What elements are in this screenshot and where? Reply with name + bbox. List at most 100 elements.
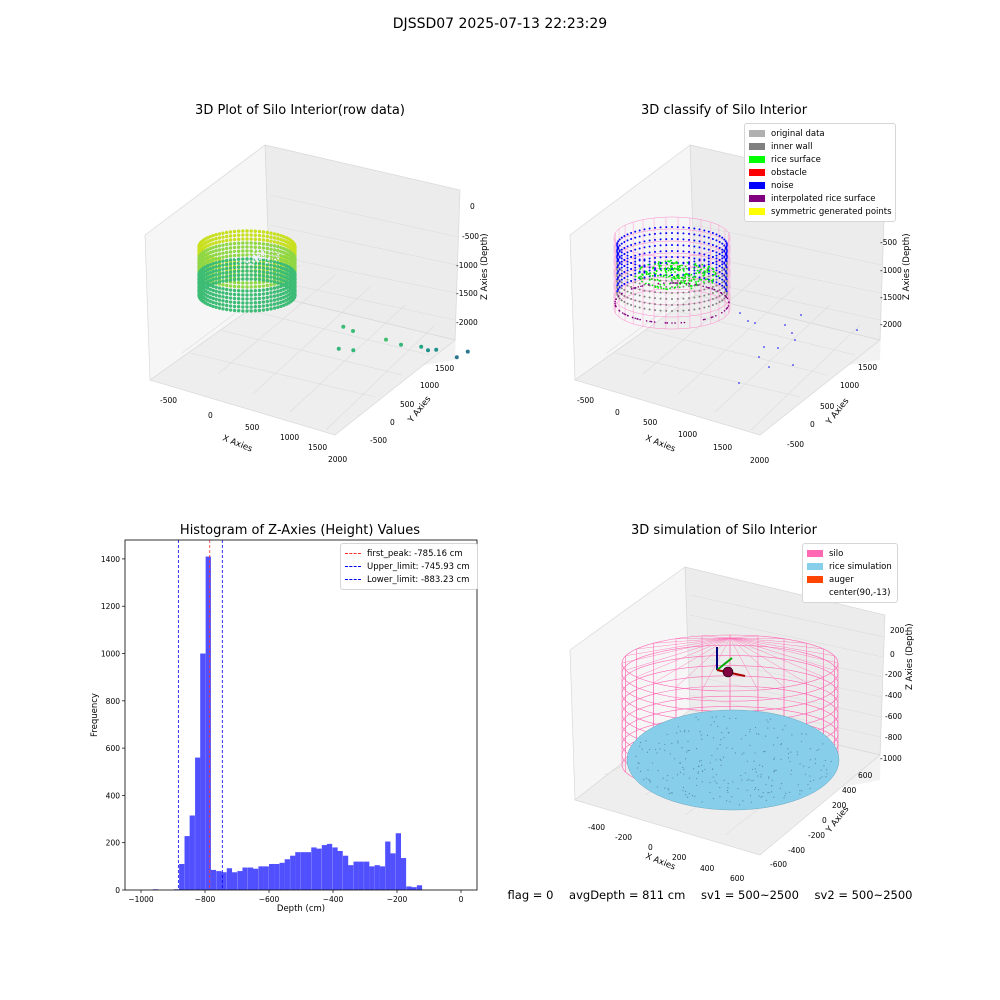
classified-point	[639, 235, 641, 237]
ring-inner-point	[262, 257, 264, 259]
ring-point	[237, 258, 240, 261]
ring-point	[229, 304, 232, 307]
noise-point	[747, 320, 749, 322]
ring-point	[221, 303, 224, 306]
rice-grid-point	[790, 774, 791, 775]
panel4-ytick: -400	[788, 846, 805, 855]
rice-surface-point	[695, 281, 697, 283]
ring-point	[211, 274, 214, 277]
ring-point	[258, 246, 261, 249]
ring-inner-point	[259, 258, 261, 260]
classified-point	[617, 288, 619, 290]
interpolated-point	[614, 301, 616, 303]
rice-grid-point	[767, 721, 768, 722]
legend-label: center(90,-13)	[829, 588, 890, 598]
ring-point	[269, 271, 272, 274]
rice-surface-point	[635, 275, 637, 277]
rice-surface-point	[687, 262, 689, 264]
rice-grid-point	[701, 734, 702, 735]
rice-grid-point	[754, 789, 755, 790]
ring-point	[254, 242, 257, 245]
interpolated-point	[649, 321, 651, 323]
classified-point	[634, 273, 636, 275]
histogram-xtick-label: −1000	[128, 895, 154, 904]
classified-point	[726, 262, 728, 264]
ring-point	[249, 281, 252, 284]
interpolated-point	[675, 282, 677, 284]
rice-grid-point	[771, 785, 772, 786]
ring-point	[218, 256, 221, 259]
classified-point	[719, 277, 721, 279]
ring-point	[233, 230, 236, 233]
ring-point	[258, 297, 261, 300]
ring-point	[225, 239, 228, 242]
ring-point	[269, 263, 272, 266]
rice-grid-point	[762, 766, 763, 767]
ring-point	[258, 293, 261, 296]
classified-point	[644, 258, 646, 260]
histogram-bar	[311, 847, 316, 890]
legend-item: Lower_limit: -883.23 cm	[345, 573, 473, 586]
panel4-ytick: -200	[808, 831, 825, 840]
rice-grid-point	[799, 790, 800, 791]
ring-point	[262, 262, 265, 265]
ring-point	[218, 294, 221, 297]
ring-point	[211, 238, 214, 241]
classified-point	[703, 247, 705, 249]
ring-point	[233, 254, 236, 257]
panel1-xtick: 1500	[308, 443, 327, 452]
classified-point	[627, 245, 629, 247]
legend-label: rice simulation	[829, 562, 892, 572]
classified-point	[654, 261, 656, 263]
rice-surface-point	[698, 266, 700, 268]
classified-point	[726, 256, 728, 258]
classified-point	[723, 268, 725, 270]
classified-point	[634, 269, 636, 271]
classified-point	[616, 284, 618, 286]
classified-point	[699, 252, 701, 254]
classified-point	[715, 279, 717, 281]
rice-grid-point	[763, 751, 764, 752]
panel4-ztick: -1000	[880, 754, 902, 763]
classified-point	[654, 233, 656, 235]
interpolated-point	[702, 285, 704, 287]
rice-grid-point	[801, 790, 802, 791]
legend-item: auger	[807, 573, 893, 586]
classified-point	[726, 260, 728, 262]
rice-grid-point	[771, 791, 772, 792]
classified-point	[654, 239, 656, 241]
classified-point	[634, 267, 636, 269]
ring-point	[273, 280, 276, 283]
rice-grid-point	[791, 770, 792, 771]
legend-item: inner wall	[749, 140, 891, 153]
panel1-xtick: 1000	[280, 433, 299, 442]
rice-grid-point	[680, 762, 681, 763]
rice-grid-point	[785, 793, 786, 794]
panel1-ztick: -1500	[456, 289, 478, 298]
ring-point	[241, 253, 244, 256]
ring-point	[266, 271, 269, 274]
classified-point	[723, 250, 725, 252]
ring-point	[221, 287, 224, 290]
legend-swatch	[807, 563, 823, 570]
rice-grid-point	[682, 767, 683, 768]
rice-grid-point	[726, 800, 727, 801]
rice-grid-point	[782, 729, 783, 730]
classified-point	[634, 263, 636, 265]
classified-point	[627, 281, 629, 283]
rice-grid-point	[737, 788, 738, 789]
rice-grid-point	[747, 780, 748, 781]
ring-point	[225, 267, 228, 270]
panel1-ztick: -500	[462, 232, 479, 241]
panel2-z-ticks: -500 -1000 -1500 -2000	[880, 238, 902, 329]
interpolated-point	[671, 322, 673, 324]
classified-point	[630, 268, 632, 270]
rice-surface-point	[702, 272, 704, 274]
ring-point	[249, 229, 252, 232]
rice-surface-point	[654, 279, 656, 281]
classified-point	[708, 231, 710, 233]
ring-point	[266, 239, 269, 242]
classified-point	[715, 251, 717, 253]
histogram-bar	[401, 858, 406, 890]
ring-point	[269, 283, 272, 286]
